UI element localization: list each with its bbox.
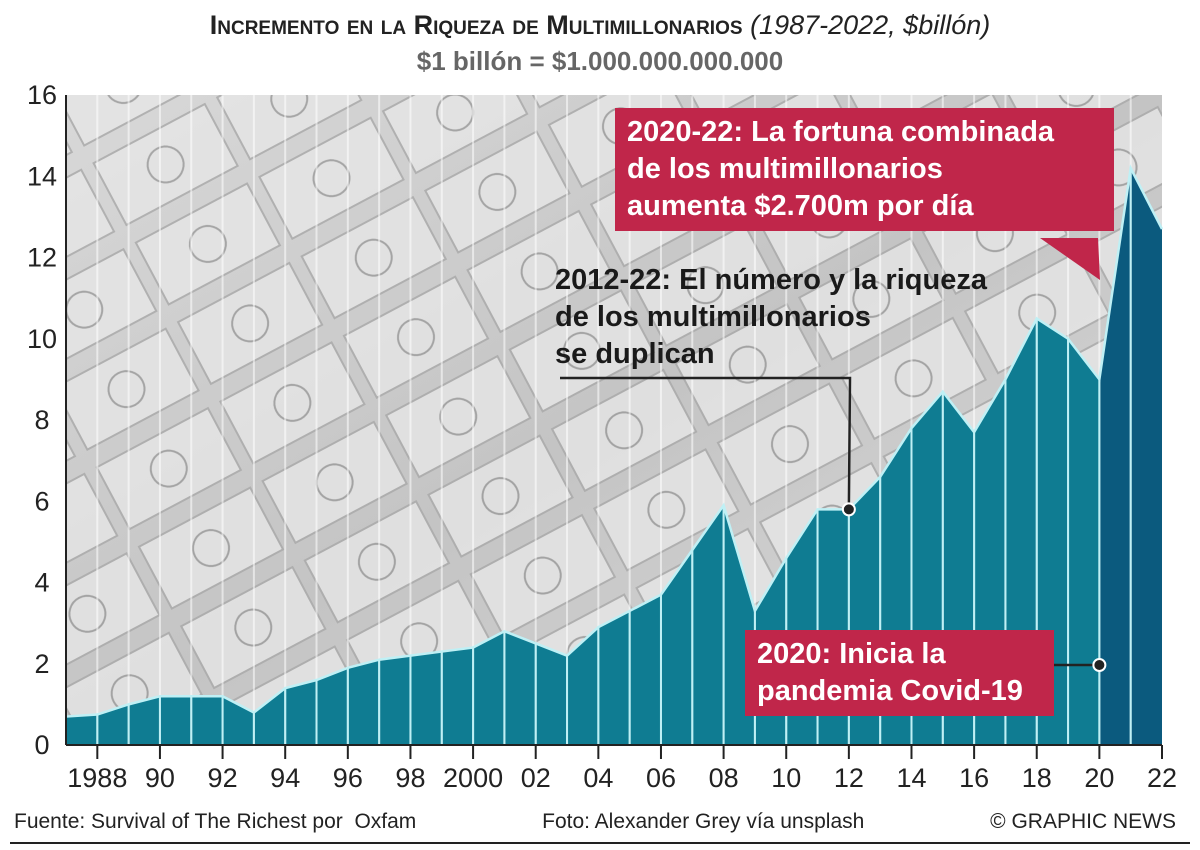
title-note: (1987-2022, $billón) <box>750 10 991 40</box>
y-tick-label: 6 <box>34 486 49 516</box>
callout-pointer <box>1040 238 1100 280</box>
leader-line-2012 <box>560 376 852 510</box>
title-text: Incremento en la Riqueza de Multimillona… <box>209 10 743 40</box>
x-tick-label: 22 <box>1147 763 1177 793</box>
photo-credit: Foto: Alexander Grey vía unsplash <box>542 810 865 833</box>
x-tick-label: 2000 <box>443 763 503 793</box>
x-tick-label: 14 <box>896 763 926 793</box>
chart-subtitle: $1 billón = $1.000.000.000.000 <box>416 46 784 76</box>
x-tick-label: 90 <box>145 763 175 793</box>
y-tick-label: 2 <box>34 649 49 679</box>
x-tick-label: 1988 <box>67 763 127 793</box>
x-tick-label: 94 <box>270 763 300 793</box>
x-tick-label: 98 <box>395 763 425 793</box>
area-fill <box>66 168 1162 745</box>
x-tick-label: 06 <box>646 763 676 793</box>
marker-2012 <box>841 502 856 517</box>
copyright: © GRAPHIC NEWS <box>990 810 1176 833</box>
x-tick-label: 96 <box>333 763 363 793</box>
series-line <box>65 164 1164 718</box>
x-tick-label: 12 <box>834 763 864 793</box>
x-tick-label: 16 <box>959 763 989 793</box>
y-tick-label: 14 <box>27 161 57 191</box>
y-tick-label: 10 <box>27 324 57 354</box>
x-tick-label: 08 <box>709 763 739 793</box>
y-tick-label: 16 <box>27 80 57 110</box>
annotation-line: 2020-22: La fortuna combinada <box>627 116 1055 148</box>
x-tick-label: 92 <box>208 763 238 793</box>
annotation-line: pandemia Covid-19 <box>757 675 1023 707</box>
annotation-line: de los multimillonarios <box>627 153 943 185</box>
x-tick-label: 18 <box>1022 763 1052 793</box>
chart-title: Incremento en la Riqueza de Multimillona… <box>0 10 1200 41</box>
x-tick-label: 20 <box>1084 763 1114 793</box>
x-tick-label: 02 <box>521 763 551 793</box>
y-tick-label: 8 <box>34 405 49 435</box>
y-tick-label: 12 <box>27 243 57 273</box>
y-tick-label: 4 <box>34 568 49 598</box>
annotation-line: 2020: Inicia la <box>757 638 946 670</box>
footer: Fuente: Survival of The Richest por Oxfa… <box>14 810 1176 834</box>
annotation-2012-22: 2012-22: El número y la riqueza de los m… <box>555 262 987 373</box>
annotation-2020-22: 2020-22: La fortuna combinada de los mul… <box>615 108 1114 231</box>
marker-2020 <box>1092 658 1107 672</box>
annotation-line: 2012-22: El número y la riqueza <box>555 264 987 296</box>
x-tick-label: 04 <box>583 763 613 793</box>
annotation-line: aumenta $2.700m por día <box>627 190 974 222</box>
annotation-2020: 2020: Inicia la pandemia Covid-19 <box>745 630 1054 716</box>
y-tick-label: 0 <box>34 730 49 760</box>
x-tick-label: 10 <box>771 763 801 793</box>
source-credit: Fuente: Survival of The Richest por Oxfa… <box>14 810 417 833</box>
annotation-line: se duplican <box>555 338 715 370</box>
footer-rule <box>10 842 1190 844</box>
annotation-line: de los multimillonarios <box>555 301 871 333</box>
